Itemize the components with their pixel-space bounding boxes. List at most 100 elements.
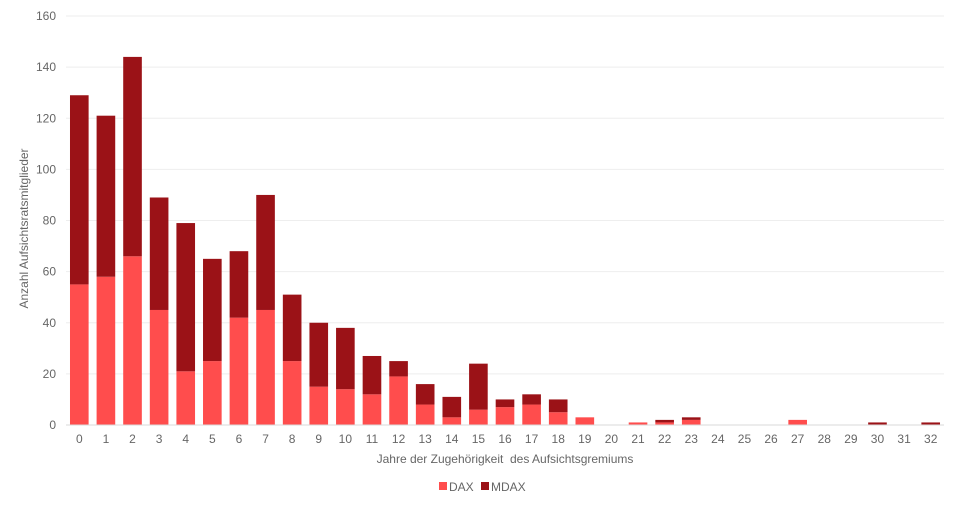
bar-mdax-6 bbox=[229, 251, 249, 318]
legend-swatch-mdax bbox=[481, 482, 489, 490]
y-tick-label: 140 bbox=[36, 60, 56, 74]
bar-dax-10 bbox=[336, 389, 355, 425]
y-tick-label: 20 bbox=[43, 367, 57, 381]
legend: DAX MDAX bbox=[439, 480, 526, 494]
bar-mdax-23 bbox=[681, 417, 701, 420]
y-tick-label: 80 bbox=[43, 214, 57, 228]
x-tick-label: 0 bbox=[76, 432, 83, 446]
x-tick-label: 2 bbox=[129, 432, 136, 446]
x-tick-label: 9 bbox=[315, 432, 322, 446]
bar-dax-5 bbox=[203, 361, 222, 425]
x-tick-label: 4 bbox=[182, 432, 189, 446]
bar-mdax-8 bbox=[282, 294, 302, 362]
x-tick-label: 12 bbox=[392, 432, 406, 446]
x-tick-label: 5 bbox=[209, 432, 216, 446]
bar-mdax-10 bbox=[336, 327, 355, 390]
bar-dax-17 bbox=[522, 404, 541, 425]
bar-mdax-17 bbox=[522, 394, 541, 405]
x-tick-label: 20 bbox=[605, 432, 619, 446]
bar-mdax-13 bbox=[415, 384, 435, 405]
bar-mdax-12 bbox=[389, 361, 408, 377]
bar-mdax-18 bbox=[548, 399, 568, 413]
bar-dax-7 bbox=[256, 309, 275, 425]
legend-swatch-dax bbox=[439, 482, 447, 490]
bar-dax-14 bbox=[442, 417, 462, 425]
x-tick-label: 7 bbox=[262, 432, 269, 446]
y-tick-label: 40 bbox=[43, 316, 57, 330]
x-tick-label: 29 bbox=[844, 432, 858, 446]
bar-mdax-7 bbox=[256, 194, 275, 310]
bars bbox=[69, 56, 941, 425]
bar-mdax-1 bbox=[96, 115, 116, 277]
bar-dax-16 bbox=[495, 407, 515, 425]
bar-dax-0 bbox=[69, 284, 89, 425]
x-tick-label: 3 bbox=[156, 432, 163, 446]
legend-label-mdax: MDAX bbox=[491, 480, 526, 494]
bar-dax-11 bbox=[362, 394, 382, 425]
bar-dax-3 bbox=[149, 309, 169, 425]
bar-mdax-15 bbox=[469, 363, 488, 410]
bar-dax-27 bbox=[788, 419, 807, 425]
y-axis-ticks: 0 20 40 60 80 100 120 140 160 bbox=[36, 9, 56, 432]
x-tick-label: 26 bbox=[764, 432, 778, 446]
bar-dax-23 bbox=[681, 419, 701, 425]
y-axis-label: Anzahl Aufsichtsratsmitglieder bbox=[17, 148, 31, 308]
x-tick-label: 21 bbox=[631, 432, 645, 446]
y-tick-label: 0 bbox=[49, 418, 56, 432]
bar-mdax-3 bbox=[149, 197, 169, 310]
x-tick-label: 32 bbox=[924, 432, 938, 446]
bar-mdax-4 bbox=[176, 223, 196, 372]
x-tick-label: 27 bbox=[791, 432, 805, 446]
legend-label-dax: DAX bbox=[449, 480, 474, 494]
x-tick-label: 16 bbox=[498, 432, 512, 446]
bar-dax-13 bbox=[415, 404, 435, 425]
x-tick-label: 1 bbox=[103, 432, 110, 446]
x-tick-label: 15 bbox=[472, 432, 486, 446]
x-tick-label: 10 bbox=[339, 432, 353, 446]
bar-dax-1 bbox=[96, 276, 116, 425]
x-tick-label: 22 bbox=[658, 432, 672, 446]
bar-dax-8 bbox=[282, 361, 302, 425]
bar-mdax-5 bbox=[203, 258, 222, 362]
x-tick-label: 8 bbox=[289, 432, 296, 446]
bar-dax-2 bbox=[123, 256, 142, 425]
x-tick-label: 6 bbox=[236, 432, 243, 446]
x-tick-label: 14 bbox=[445, 432, 459, 446]
x-tick-label: 11 bbox=[366, 432, 379, 446]
x-tick-label: 19 bbox=[578, 432, 592, 446]
bar-dax-19 bbox=[575, 417, 595, 425]
bar-dax-4 bbox=[176, 371, 196, 425]
x-axis-label: Jahre der Zugehörigkeit des Aufsichtsgre… bbox=[377, 452, 634, 466]
x-tick-label: 30 bbox=[871, 432, 885, 446]
bar-mdax-30 bbox=[868, 422, 887, 425]
x-tick-label: 24 bbox=[711, 432, 725, 446]
y-tick-label: 60 bbox=[43, 265, 57, 279]
bar-dax-18 bbox=[548, 412, 568, 425]
bar-dax-22 bbox=[655, 422, 674, 425]
x-tick-label: 31 bbox=[897, 432, 911, 446]
y-tick-label: 120 bbox=[36, 111, 56, 125]
y-tick-label: 100 bbox=[36, 162, 56, 176]
x-axis-ticks: 0 1 2 3 4 5 6 7 8 9 10 11 12 13 14 15 16 17 18 19 20 21 22 23 24… bbox=[76, 432, 938, 446]
y-tick-label: 160 bbox=[36, 9, 56, 23]
x-tick-label: 13 bbox=[419, 432, 433, 446]
x-tick-label: 25 bbox=[738, 432, 752, 446]
bar-mdax-14 bbox=[442, 396, 462, 418]
bar-mdax-0 bbox=[69, 95, 89, 285]
bar-dax-6 bbox=[229, 317, 249, 425]
gridlines bbox=[66, 15, 944, 375]
bar-mdax-32 bbox=[921, 422, 941, 425]
bar-dax-21 bbox=[628, 422, 648, 425]
x-tick-label: 28 bbox=[818, 432, 832, 446]
bar-mdax-11 bbox=[362, 355, 382, 395]
bar-mdax-2 bbox=[123, 56, 142, 257]
bar-mdax-22 bbox=[655, 419, 674, 423]
bar-mdax-9 bbox=[309, 322, 329, 387]
x-tick-label: 23 bbox=[685, 432, 699, 446]
x-tick-label: 18 bbox=[552, 432, 566, 446]
bar-mdax-16 bbox=[495, 399, 515, 408]
bar-dax-12 bbox=[389, 376, 408, 425]
bar-dax-15 bbox=[469, 409, 488, 425]
